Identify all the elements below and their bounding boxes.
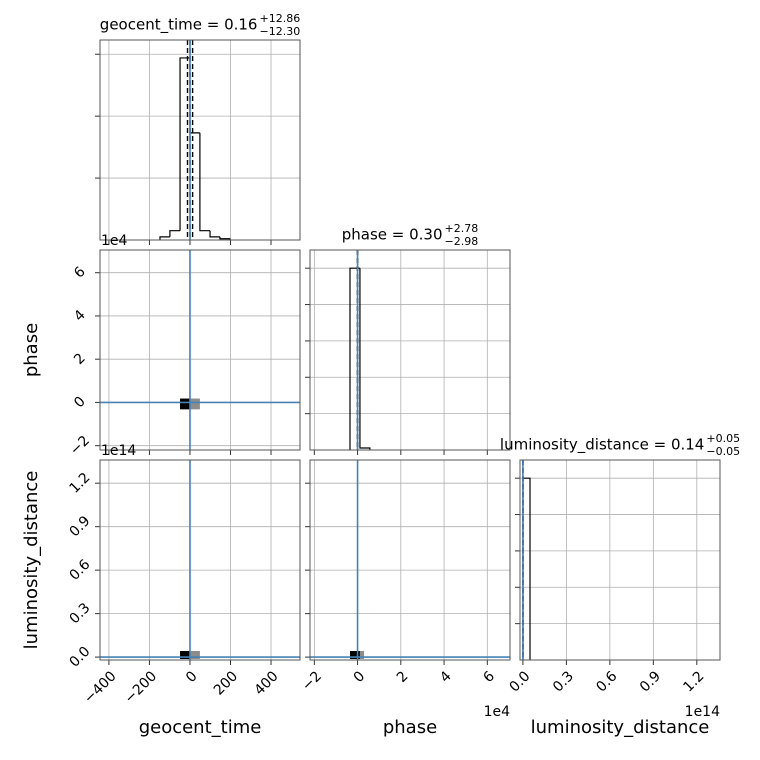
y-offset: 1e4 [101,233,128,249]
marks [349,250,371,450]
marks [159,40,231,240]
y-axis-label: luminosity_distance [21,471,42,650]
x-tick-label: 400 [251,668,281,698]
x-tick-label: 6 [480,668,498,686]
plot-area [310,460,510,660]
y-offset: 1e14 [101,443,136,459]
x-tick-label: 0.3 [550,668,577,695]
panel: −2 0 2 4 6 phase [299,459,511,738]
x-axis-label: luminosity_distance [531,717,710,738]
frame [99,249,301,451]
y-tick-label: 1.2 [66,470,93,497]
title-plus: +0.05 [706,432,740,445]
frame [519,459,721,661]
marks [522,460,531,660]
y-tick-label: 2 [71,350,89,368]
title-minus: −2.98 [445,235,479,248]
x-tick-label: 1.2 [680,668,707,695]
hist-step [349,267,360,450]
density-cell [350,651,360,659]
x-axis-label: geocent_time [139,717,262,738]
y-tick-label: 0.3 [66,600,93,627]
hist-step [199,132,211,232]
y-tick-label: 0 [71,394,89,412]
x-axis-label: phase [383,717,437,738]
x-tick-label: 4 [437,668,455,686]
frame [99,459,301,661]
hist-step [359,268,371,450]
panel: geocent_time = 0.16 +12.86−12.30 [95,12,301,245]
title-plus: +2.78 [445,222,479,235]
marks [310,460,510,660]
x-tick-label: 0 [183,668,201,686]
hist-step [159,236,170,240]
title-plus: +12.86 [259,12,300,25]
x-tick-label: 0 [351,668,369,686]
x-tick-label: −2 [299,668,325,694]
y-tick-label: 4 [71,307,89,325]
hist-step [169,230,181,237]
panel: −2 0 2 4 6 phase [21,249,301,459]
frame [309,249,511,451]
x-offset: 1e4 [484,704,511,720]
x-tick-label: −400 [81,668,120,707]
x-tick-label: −200 [122,668,161,707]
x-tick-label: 200 [211,668,241,698]
plot-area [100,250,300,450]
panel-title: luminosity_distance = 0.14 [500,436,704,455]
plot-area [520,460,720,660]
x-tick-label: 2 [394,668,412,686]
title-minus: −0.05 [706,445,740,458]
panel: −400 −200 0 200 400 0.0 0.3 0.6 0.9 1.2 geocent_ti… [21,459,301,738]
marks [100,250,300,450]
density-cell [359,651,365,659]
x-tick-label: 0.6 [593,668,620,695]
x-tick-label: 0.0 [506,668,533,695]
plot-area [100,460,300,660]
panel-title: phase = 0.30 [342,226,443,244]
panel: 0.0 0.3 0.6 0.9 1.2 luminosity_distance = 0.1… [500,432,740,738]
y-tick-label: 6 [71,264,89,282]
frame [309,459,511,661]
y-tick-label: −2 [67,433,93,459]
y-tick-label: 0.6 [66,557,93,584]
hist-step [209,230,220,238]
hist-step [219,236,231,240]
panel-title: geocent_time = 0.16 [100,16,258,35]
density-cell [189,398,200,410]
y-tick-label: 0.9 [66,513,93,540]
x-offset: 1e14 [685,704,720,720]
density-cell [180,398,190,410]
hist-step [179,57,190,231]
density-cell [180,651,190,659]
plot-area [310,250,510,450]
frame [99,39,301,241]
panel: phase = 0.30 +2.78−2.98 [305,222,511,455]
marks [100,460,300,660]
y-axis-label: phase [21,323,42,377]
title-minus: −12.30 [259,25,300,38]
y-tick-label: 0.0 [66,644,93,671]
density-cell [189,651,200,659]
x-tick-label: 0.9 [637,668,664,695]
